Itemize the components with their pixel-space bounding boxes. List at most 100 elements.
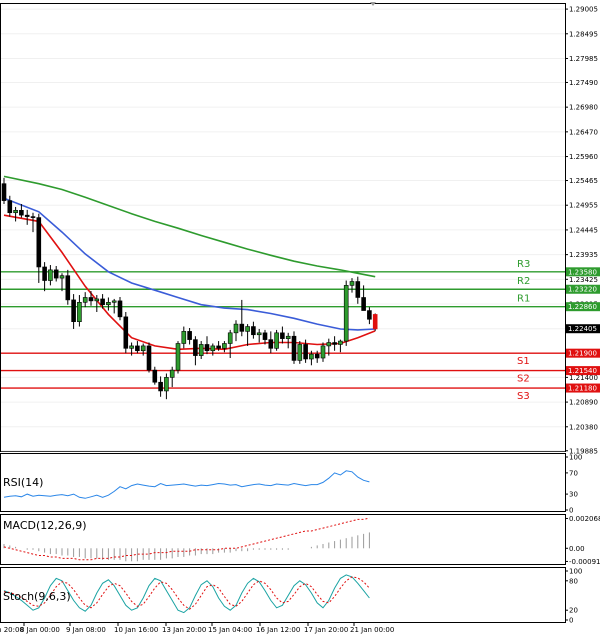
candle: [303, 339, 308, 363]
level-name-r1: R1: [517, 294, 530, 305]
level-value-s3: 1.21180: [568, 385, 597, 393]
candle: [175, 341, 181, 374]
candle: [164, 373, 169, 400]
candle: [291, 331, 297, 364]
candle: [146, 342, 152, 373]
candle: [59, 273, 65, 292]
candle: [256, 328, 262, 343]
macd-panel[interactable]: [0, 514, 566, 565]
candle: [262, 329, 268, 345]
time-label: 15 Jan 04:00: [208, 626, 252, 634]
candle: [158, 376, 163, 397]
price-tick-label: 1.23425: [569, 276, 598, 284]
candle: [332, 336, 337, 351]
candle: [13, 206, 18, 222]
candle: [233, 320, 239, 342]
time-label: 10 Jan 16:00: [114, 626, 158, 634]
candle: [216, 341, 221, 351]
price-tick-label: 1.24445: [569, 226, 598, 234]
candle: [343, 280, 349, 346]
moving-average-1: [3, 197, 376, 331]
candle: [198, 341, 204, 359]
candle: [280, 326, 285, 344]
indicator-tick-label: 100: [569, 454, 582, 462]
candle: [100, 294, 105, 309]
moving-average-2: [3, 175, 376, 278]
scroll-indicator-icon[interactable]: [370, 2, 376, 6]
macd-signal-line: [3, 517, 370, 561]
candle: [367, 307, 372, 325]
candle: [326, 338, 332, 356]
stoch-title: Stoch(9,6,3): [3, 590, 71, 603]
candle: [222, 341, 227, 353]
indicator-tick-label: -0.00091: [569, 558, 600, 566]
price-tick-label: 1.26470: [569, 128, 598, 136]
candle: [7, 195, 13, 217]
price-tick-label: 1.19885: [569, 447, 598, 455]
stoch-d-line: [3, 576, 370, 610]
candle: [349, 278, 355, 293]
price-tick-label: 1.28495: [569, 30, 598, 38]
candle: [309, 350, 314, 366]
price-tick-label: 1.23935: [569, 251, 598, 259]
candle: [152, 366, 158, 385]
level-tag-r2: [566, 284, 600, 294]
candle: [42, 262, 47, 292]
rsi-title: RSI(14): [3, 476, 43, 489]
price-tick-label: 1.26980: [569, 104, 598, 112]
level-value-s1: 1.21900: [568, 350, 597, 358]
candle: [65, 269, 71, 305]
current-price-tag: 1.22405: [566, 324, 600, 334]
candle: [71, 294, 76, 329]
indicator-tick-label: 0: [569, 507, 573, 515]
indicator-tick-label: 30: [569, 491, 578, 499]
time-label: 8 Jan 00:00: [20, 626, 60, 634]
level-tag-s2: [566, 366, 600, 376]
candle: [361, 285, 366, 311]
candle: [193, 336, 198, 366]
candle: [135, 341, 140, 354]
candle: [251, 321, 256, 339]
candle: [239, 299, 245, 337]
candle: [88, 291, 94, 306]
level-value-r1: 1.22860: [568, 303, 597, 311]
candle: [48, 265, 53, 286]
current-price-value: 1.22405: [568, 325, 597, 333]
candle: [77, 295, 82, 327]
rsi-panel[interactable]: [0, 453, 566, 512]
price-tick-label: 1.29005: [569, 6, 598, 14]
indicator-tick-label: 100: [569, 568, 582, 576]
level-value-r2: 1.23220: [568, 286, 597, 294]
price-tick-label: 1.21400: [569, 374, 598, 382]
candle: [36, 213, 42, 283]
price-tick-label: 1.25960: [569, 153, 598, 161]
price-tick-label: 1.27490: [569, 79, 598, 87]
candle: [187, 327, 192, 345]
price-tick-label: 1.24955: [569, 202, 598, 210]
price-tick-label: 1.20380: [569, 423, 598, 431]
time-label: 9 Jan 08:00: [66, 626, 106, 634]
stoch-k-line: [3, 574, 370, 614]
time-label: 13 Jan 20:00: [162, 626, 206, 634]
level-name-r2: R2: [517, 276, 530, 287]
candle: [106, 297, 111, 311]
indicator-tick-label: 20: [569, 607, 578, 615]
level-name-r3: R3: [517, 259, 530, 270]
level-tag-r1: [566, 302, 600, 312]
candle: [169, 366, 175, 388]
level-value-s2: 1.21540: [568, 367, 597, 375]
level-value-r3: 1.23580: [568, 268, 597, 276]
rsi-line: [3, 470, 370, 499]
candle: [285, 332, 291, 349]
level-name-s3: S3: [517, 391, 530, 402]
indicator-tick-label: 70: [569, 469, 578, 477]
candle: [268, 331, 274, 354]
candle: [372, 313, 378, 331]
candle: [227, 329, 233, 359]
candle: [30, 212, 36, 233]
stoch-panel[interactable]: [0, 567, 566, 623]
main-price-panel[interactable]: [0, 3, 566, 452]
level-name-s2: S2: [517, 374, 530, 385]
macd-title: MACD(12,26,9): [3, 519, 87, 532]
candle: [117, 296, 123, 321]
